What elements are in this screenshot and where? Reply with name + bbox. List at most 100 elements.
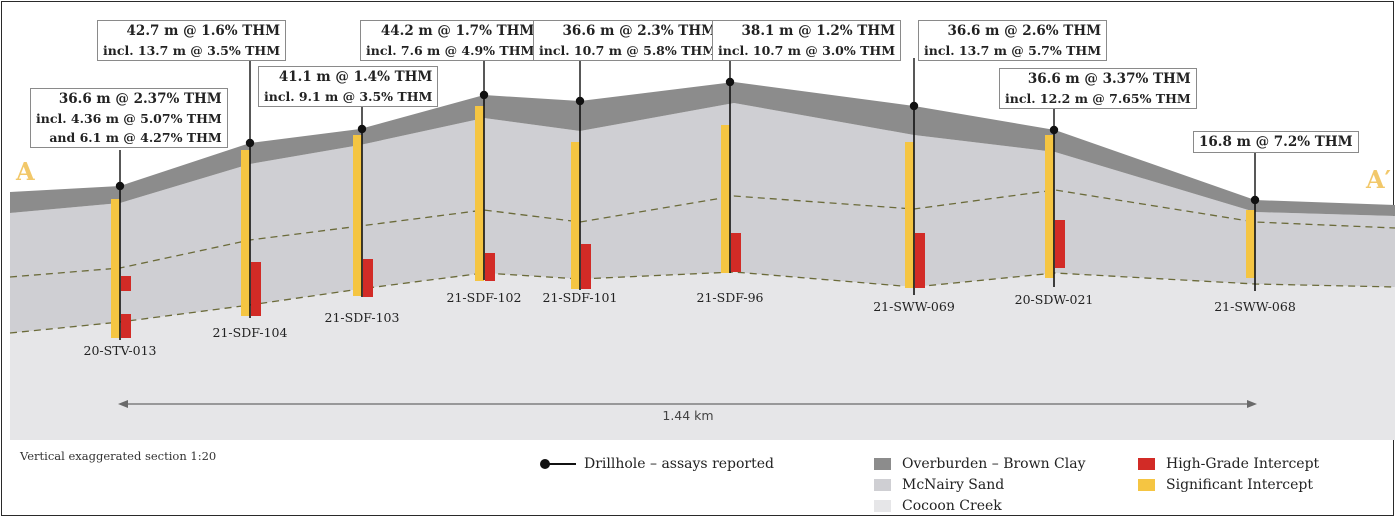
high-grade-intercept [251, 262, 261, 316]
drillhole-20-SDW-021: 20-SDW-021 [1015, 106, 1094, 307]
cocoon-swatch [874, 500, 891, 512]
scale-arrow [118, 400, 1257, 408]
drillhole-label: 21-SDF-103 [325, 310, 400, 325]
drillhole-21-SDF-96: 21-SDF-96 [697, 58, 764, 305]
legend-mcnairy: McNairy Sand [874, 477, 1004, 493]
drillhole-symbol-icon [540, 458, 576, 470]
drillhole-label: 21-SDF-101 [543, 290, 618, 305]
high-grade-intercept [915, 233, 925, 288]
callout-line: incl. 10.7 m @ 3.0% THM [718, 43, 896, 58]
high-grade-intercept [121, 276, 131, 291]
legend-cocoon-label: Cocoon Creek [902, 498, 1002, 514]
callout-line: incl. 7.6 m @ 4.9% THM [366, 43, 535, 58]
drillhole-label: 20-SDW-021 [1015, 292, 1094, 307]
drillhole-21-SDF-104: 21-SDF-104 [213, 58, 288, 340]
drillhole-collar [1049, 125, 1059, 135]
high-grade-intercept [121, 314, 131, 338]
significant-intercept [353, 135, 362, 296]
callout-line: incl. 10.7 m @ 5.8% THM [539, 43, 717, 58]
callout-line: 36.6 m @ 3.37% THM [1027, 71, 1191, 87]
drillhole-21-SWW-069: 21-SWW-069 [873, 58, 955, 314]
drillhole-21-SDF-102: 21-SDF-102 [447, 58, 522, 305]
assay-callout-21-SDF-101: 36.6 m @ 2.3% THM incl. 10.7 m @ 5.8% TH… [533, 20, 723, 61]
section-end-left: A [15, 157, 35, 186]
callout-line: incl. 4.36 m @ 5.07% THM [36, 111, 222, 126]
drillhole-label: 21-SDF-102 [447, 290, 522, 305]
high-grade-intercept [1055, 220, 1065, 268]
callout-line: 36.6 m @ 2.6% THM [947, 23, 1102, 39]
legend-drillhole-label: Drillhole – assays reported [584, 456, 774, 472]
significant-swatch [1138, 479, 1155, 491]
legend-significant: Significant Intercept [1138, 477, 1313, 493]
drillhole-20-STV-013: 20-STV-013 [84, 150, 157, 358]
callout-line: 44.2 m @ 1.7% THM [380, 23, 535, 39]
contact-line-lower [9, 271, 1396, 334]
callout-line: incl. 13.7 m @ 5.7% THM [924, 43, 1102, 58]
callout-line: incl. 12.2 m @ 7.65% THM [1005, 91, 1191, 106]
high-grade-intercept [731, 233, 741, 272]
callout-line: 36.6 m @ 2.37% THM [58, 91, 222, 107]
significant-intercept [721, 125, 730, 273]
mcnairy-swatch [874, 479, 891, 491]
significant-intercept [111, 199, 120, 338]
significant-intercept [1246, 210, 1255, 278]
overburden-swatch [874, 458, 891, 470]
drillhole-collar [479, 90, 489, 100]
drillhole-collar [357, 124, 367, 134]
legend-high-grade-label: High-Grade Intercept [1166, 456, 1320, 472]
drillholes: 20-STV-013 21-SDF-104 21-SDF-103 21-SDF-102… [84, 58, 1296, 358]
drillhole-collar [909, 101, 919, 111]
drillhole-collar [725, 77, 735, 87]
drillhole-label: 21-SDF-104 [213, 325, 288, 340]
high-grade-intercept [363, 259, 373, 297]
drillhole-collar [245, 138, 255, 148]
callout-line: 16.8 m @ 7.2% THM [1199, 134, 1353, 150]
legend-drillhole: Drillhole – assays reported [540, 456, 774, 472]
legend-overburden-label: Overburden – Brown Clay [902, 456, 1086, 472]
assay-callout-21-SDF-104: 42.7 m @ 1.6% THM incl. 13.7 m @ 3.5% TH… [97, 20, 287, 61]
assay-callout-21-SDF-96: 38.1 m @ 1.2% THM incl. 10.7 m @ 3.0% TH… [712, 20, 902, 61]
drillhole-21-SDF-101: 21-SDF-101 [543, 58, 618, 305]
significant-intercept [475, 106, 484, 281]
callout-line: incl. 13.7 m @ 3.5% THM [103, 43, 281, 58]
significant-intercept [571, 142, 580, 289]
drillhole-collar [1250, 195, 1260, 205]
significant-intercept [905, 142, 914, 288]
assay-callout-21-SDF-103: 41.1 m @ 1.4% THM incl. 9.1 m @ 3.5% THM [258, 66, 439, 107]
callout-line: 41.1 m @ 1.4% THM [278, 69, 433, 85]
legend-significant-label: Significant Intercept [1166, 477, 1314, 493]
section-note: Vertical exaggerated section 1:20 [20, 449, 217, 463]
assay-callout-20-SDW-021: 36.6 m @ 3.37% THM incl. 12.2 m @ 7.65% … [999, 68, 1197, 109]
drillhole-collar [575, 96, 585, 106]
callout-line: 42.7 m @ 1.6% THM [126, 23, 281, 39]
legend-overburden: Overburden – Brown Clay [874, 456, 1086, 472]
section-end-right: A′ [1365, 165, 1391, 194]
high-grade-swatch [1138, 458, 1155, 470]
significant-intercept [1045, 135, 1054, 278]
drillhole-label: 21-SWW-068 [1214, 299, 1296, 314]
cocoon-creek-layer [10, 272, 1395, 440]
significant-intercept [241, 150, 250, 316]
assay-callout-20-STV-013: 36.6 m @ 2.37% THM incl. 4.36 m @ 5.07% … [30, 88, 228, 148]
assay-callout-21-SDF-102: 44.2 m @ 1.7% THM incl. 7.6 m @ 4.9% THM [360, 20, 541, 61]
drillhole-label: 21-SDF-96 [697, 290, 764, 305]
drillhole-collar [115, 181, 125, 191]
assay-callout-21-SWW-068: 16.8 m @ 7.2% THM [1193, 131, 1359, 153]
drillhole-label: 21-SWW-069 [873, 299, 955, 314]
callout-line: incl. 9.1 m @ 3.5% THM [264, 89, 433, 104]
scale-label: 1.44 km [662, 408, 713, 423]
assay-callout-21-SWW-069: 36.6 m @ 2.6% THM incl. 13.7 m @ 5.7% TH… [918, 20, 1108, 61]
callout-line: 38.1 m @ 1.2% THM [741, 23, 896, 39]
legend-mcnairy-label: McNairy Sand [902, 477, 1005, 493]
high-grade-intercept [581, 244, 591, 289]
callout-line: and 6.1 m @ 4.27% THM [49, 130, 222, 145]
legend-cocoon: Cocoon Creek [874, 498, 1002, 514]
drillhole-label: 20-STV-013 [84, 343, 157, 358]
drillhole-21-SDF-103: 21-SDF-103 [325, 105, 400, 325]
callout-line: 36.6 m @ 2.3% THM [562, 23, 717, 39]
legend-high-grade: High-Grade Intercept [1138, 456, 1319, 472]
drillhole-21-SWW-068: 21-SWW-068 [1214, 150, 1296, 314]
high-grade-intercept [485, 253, 495, 281]
